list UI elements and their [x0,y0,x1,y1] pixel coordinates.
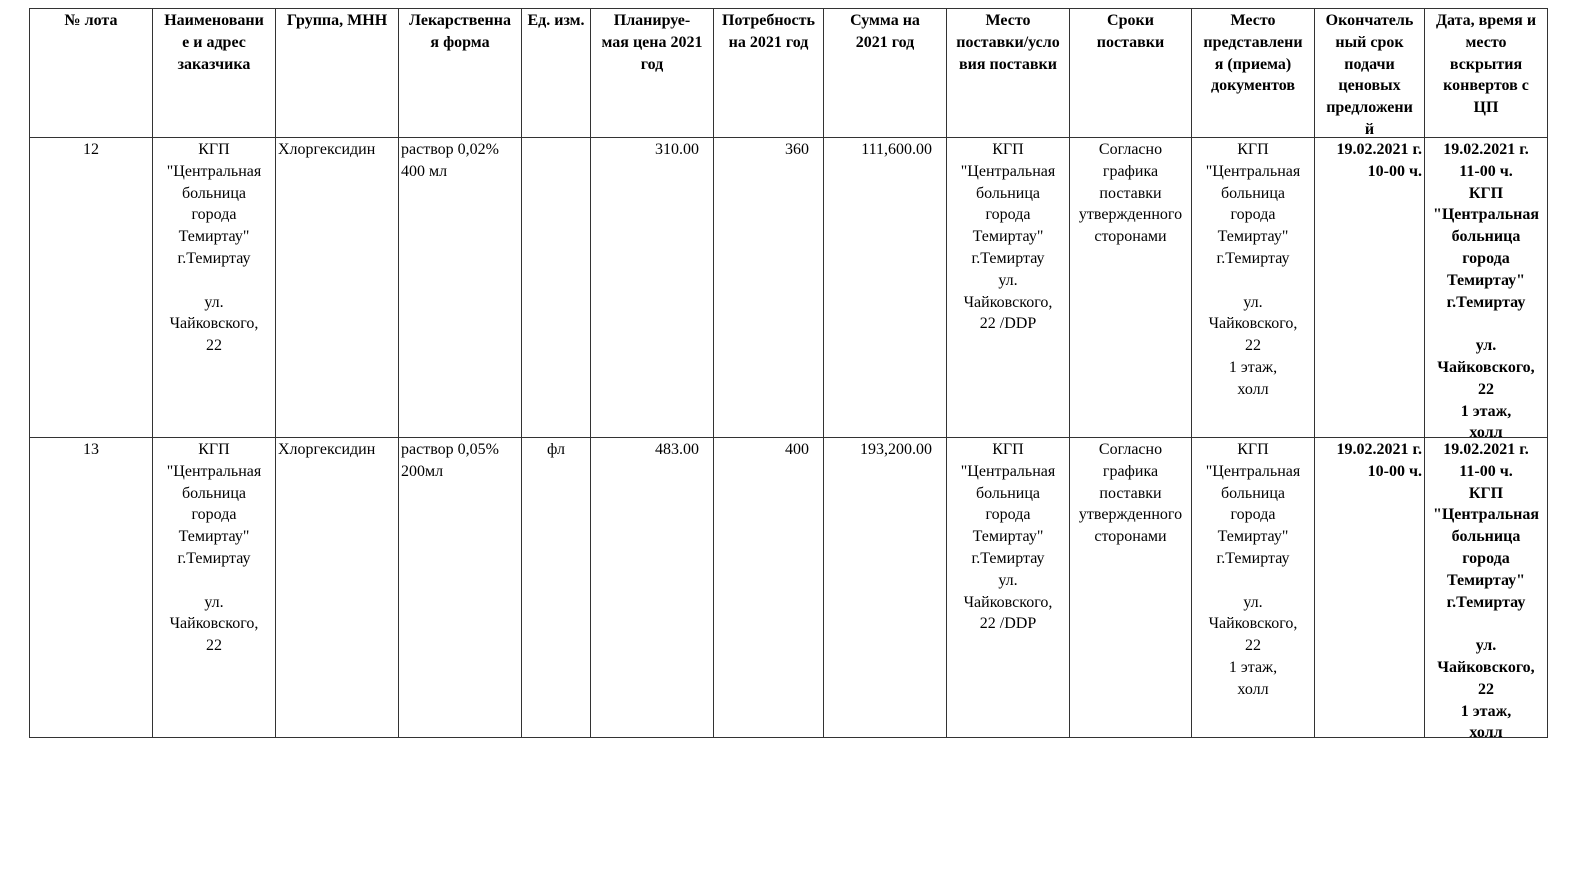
cell-lot: 12 [29,137,153,438]
cell-quantity: 400 [713,437,824,738]
header-documents-place: Место представлени я (приема) документов [1191,8,1315,138]
cell-sum: 193,200.00 [823,437,947,738]
header-deadline: Окончатель ный срок подачи ценовых предл… [1314,8,1425,138]
header-quantity: Потребность на 2021 год [713,8,824,138]
cell-delivery-terms: Согласно графика поставки утвержденного … [1069,137,1192,438]
cell-group: Хлоргексидин [275,137,399,438]
cell-quantity: 360 [713,137,824,438]
cell-customer: КГП "Центральная больница города Темирта… [152,137,276,438]
header-unit: Ед. изм. [521,8,591,138]
cell-delivery-terms: Согласно графика поставки утвержденного … [1069,437,1192,738]
cell-form: раствор 0,02% 400 мл [398,137,522,438]
cell-deadline: 19.02.2021 г. 10-00 ч. [1314,137,1425,438]
header-delivery-place: Место поставки/усло вия поставки [946,8,1070,138]
cell-documents-place: КГП "Центральная больница города Темирта… [1191,437,1315,738]
cell-customer: КГП "Центральная больница города Темирта… [152,437,276,738]
cell-deadline: 19.02.2021 г. 10-00 ч. [1314,437,1425,738]
header-form: Лекарственна я форма [398,8,522,138]
cell-group: Хлоргексидин [275,437,399,738]
header-sum: Сумма на 2021 год [823,8,947,138]
cell-price: 483.00 [590,437,714,738]
header-group: Группа, МНН [275,8,399,138]
cell-unit [521,137,591,438]
header-customer: Наименовани е и адрес заказчика [152,8,276,138]
cell-delivery-place: КГП "Центральная больница города Темирта… [946,137,1070,438]
cell-form: раствор 0,05% 200мл [398,437,522,738]
header-opening: Дата, время и место вскрытия конвертов с… [1424,8,1548,138]
header-row: № лота Наименовани е и адрес заказчика Г… [29,8,1548,138]
header-lot: № лота [29,8,153,138]
procurement-table: № лота Наименовани е и адрес заказчика Г… [29,8,1548,738]
cell-sum: 111,600.00 [823,137,947,438]
cell-unit: фл [521,437,591,738]
table-row: 12 КГП "Центральная больница города Теми… [29,137,1548,438]
cell-price: 310.00 [590,137,714,438]
cell-opening: 19.02.2021 г. 11-00 ч. КГП "Центральная … [1424,437,1548,738]
cell-lot: 13 [29,437,153,738]
table-row: 13 КГП "Центральная больница города Теми… [29,437,1548,738]
cell-opening: 19.02.2021 г. 11-00 ч. КГП "Центральная … [1424,137,1548,438]
cell-delivery-place: КГП "Центральная больница города Темирта… [946,437,1070,738]
cell-documents-place: КГП "Центральная больница города Темирта… [1191,137,1315,438]
header-price: Планируе- мая цена 2021 год [590,8,714,138]
header-delivery-terms: Сроки поставки [1069,8,1192,138]
